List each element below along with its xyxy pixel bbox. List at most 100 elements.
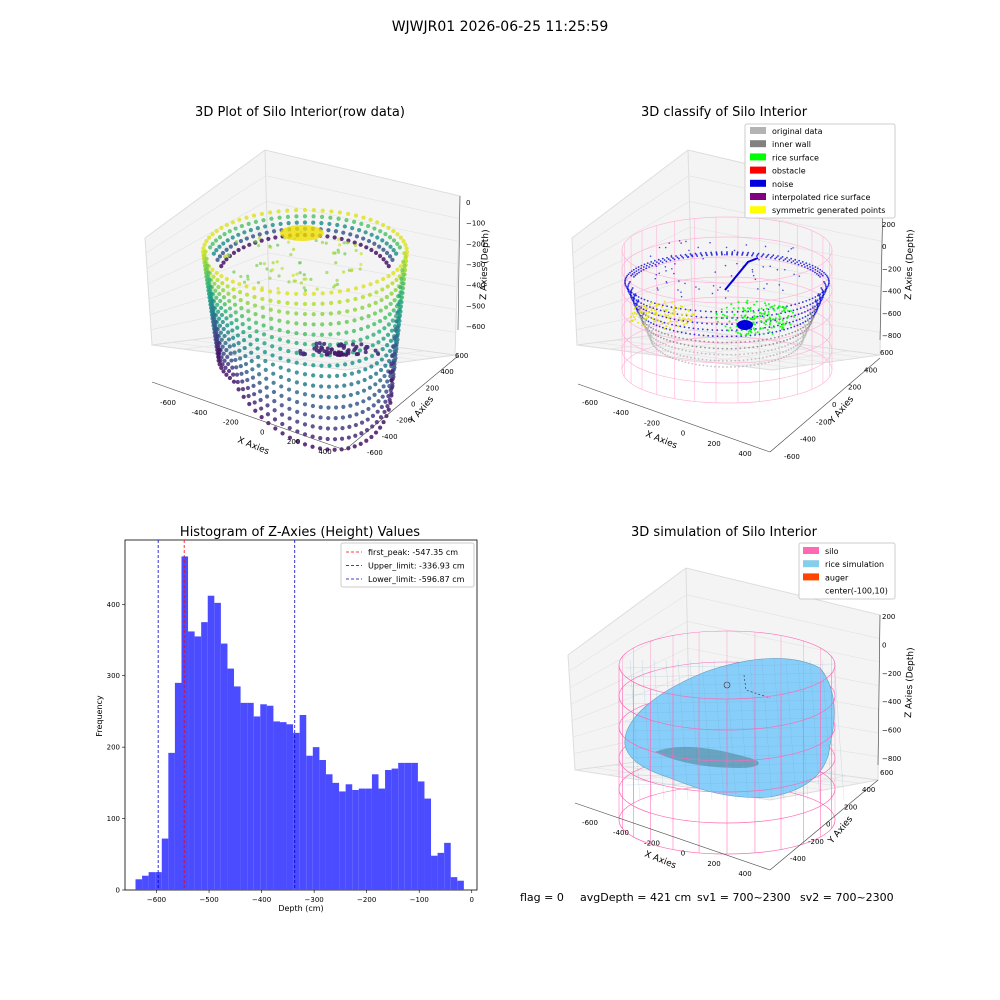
classify-point (820, 300, 822, 302)
classify-point (671, 346, 673, 348)
classify-point (631, 289, 633, 291)
raw-scatter-point (228, 306, 232, 310)
raw-scatter-point (303, 208, 307, 212)
raw-scatter-point (270, 335, 274, 339)
classify-point (634, 318, 636, 320)
classify-point (786, 257, 788, 259)
classify-point (693, 351, 695, 353)
raw-scatter-point (312, 312, 316, 316)
raw-scatter-point (369, 364, 373, 368)
classify-point (687, 318, 689, 320)
raw-scatter-point (252, 295, 256, 299)
raw-scatter-point (254, 240, 257, 243)
raw-scatter-point (294, 321, 298, 325)
classify-point (802, 261, 804, 263)
classify-point (632, 273, 634, 275)
raw-scatter-point (245, 293, 249, 297)
classify-point (702, 365, 704, 367)
classify-point (731, 323, 733, 325)
classify-point (631, 298, 633, 300)
classify-point (768, 361, 770, 363)
raw-scatter-point (255, 338, 259, 342)
classify-point (636, 306, 638, 308)
raw-scatter-point (243, 346, 247, 350)
raw-scatter-point (379, 308, 383, 312)
histogram-bar (136, 879, 143, 890)
classify-point (678, 359, 680, 361)
classify-point (665, 344, 667, 346)
raw-scatter-point (278, 356, 282, 360)
raw-scatter-point (234, 365, 238, 369)
classify-point (795, 345, 797, 347)
simulation-y-tick-2: 0 (826, 821, 830, 829)
classify-point (814, 266, 816, 268)
classify-point (680, 343, 682, 345)
classify-point (681, 349, 683, 351)
raw-scatter-point (262, 323, 266, 327)
raw-scatter-point (205, 264, 209, 268)
raw-scatter-point (337, 238, 340, 241)
raw-scatter-point (344, 353, 348, 357)
raw-scatter-peak-cluster (280, 225, 324, 241)
classify-point (796, 348, 798, 350)
raw-scatter-point (364, 245, 368, 249)
classify-point (749, 318, 751, 320)
histogram-y-tick-label: 0 (116, 887, 120, 895)
histogram-x-tick-label: −400 (252, 896, 271, 904)
classify-point (655, 305, 657, 307)
raw-scatter-point (304, 277, 307, 280)
raw-scatter-point (234, 318, 238, 322)
classify-point (759, 334, 761, 336)
histogram-legend-label: Upper_limit: -336.93 cm (368, 562, 465, 571)
raw-scatter-point (392, 308, 396, 312)
raw-scatter-point (213, 320, 217, 324)
histogram-bar (162, 839, 169, 890)
histogram-bar (181, 556, 188, 890)
raw-scatter-point (326, 426, 330, 430)
raw-scatter-y-tick-3: 0 (411, 401, 415, 409)
raw-scatter-point (395, 268, 399, 272)
classify-point (786, 321, 788, 323)
classify-point (800, 344, 802, 346)
classify-x-tick-0: -600 (582, 399, 598, 407)
classify-point (634, 272, 636, 274)
classify-point (677, 325, 679, 327)
classify-point (771, 360, 773, 362)
raw-scatter-point (285, 209, 289, 213)
raw-scatter-point (398, 299, 402, 303)
raw-scatter-point (387, 264, 391, 268)
classify-point (814, 269, 816, 271)
classify-point (787, 344, 789, 346)
classify-point (814, 272, 816, 274)
raw-scatter-point (395, 232, 399, 236)
raw-scatter-point (350, 269, 353, 272)
histogram-bar (188, 631, 195, 890)
classify-z-label: Z Axies (Depth) (904, 229, 916, 300)
raw-scatter-point (389, 302, 393, 306)
classify-point (658, 259, 660, 261)
raw-scatter-point (303, 412, 307, 416)
raw-scatter-point (340, 426, 344, 430)
raw-scatter-point (379, 298, 383, 302)
classify-point (638, 272, 640, 274)
raw-scatter-point (287, 221, 291, 225)
classify-point (665, 304, 667, 306)
classify-point (790, 304, 792, 306)
classify-point (713, 347, 715, 349)
classify-point (678, 280, 680, 282)
classify-point (721, 254, 723, 256)
raw-scatter-point (287, 378, 291, 382)
raw-scatter-point (359, 243, 363, 247)
raw-scatter-point (346, 288, 350, 292)
classify-noise-blob (737, 320, 753, 330)
raw-scatter-point (265, 403, 269, 407)
classify-point (639, 307, 641, 309)
classify-point (819, 301, 821, 303)
classify-point (729, 327, 731, 329)
raw-scatter-point (393, 343, 397, 347)
classify-point (711, 254, 713, 256)
classify-point (726, 360, 728, 362)
classify-point (647, 262, 649, 264)
classify-point (653, 320, 655, 322)
